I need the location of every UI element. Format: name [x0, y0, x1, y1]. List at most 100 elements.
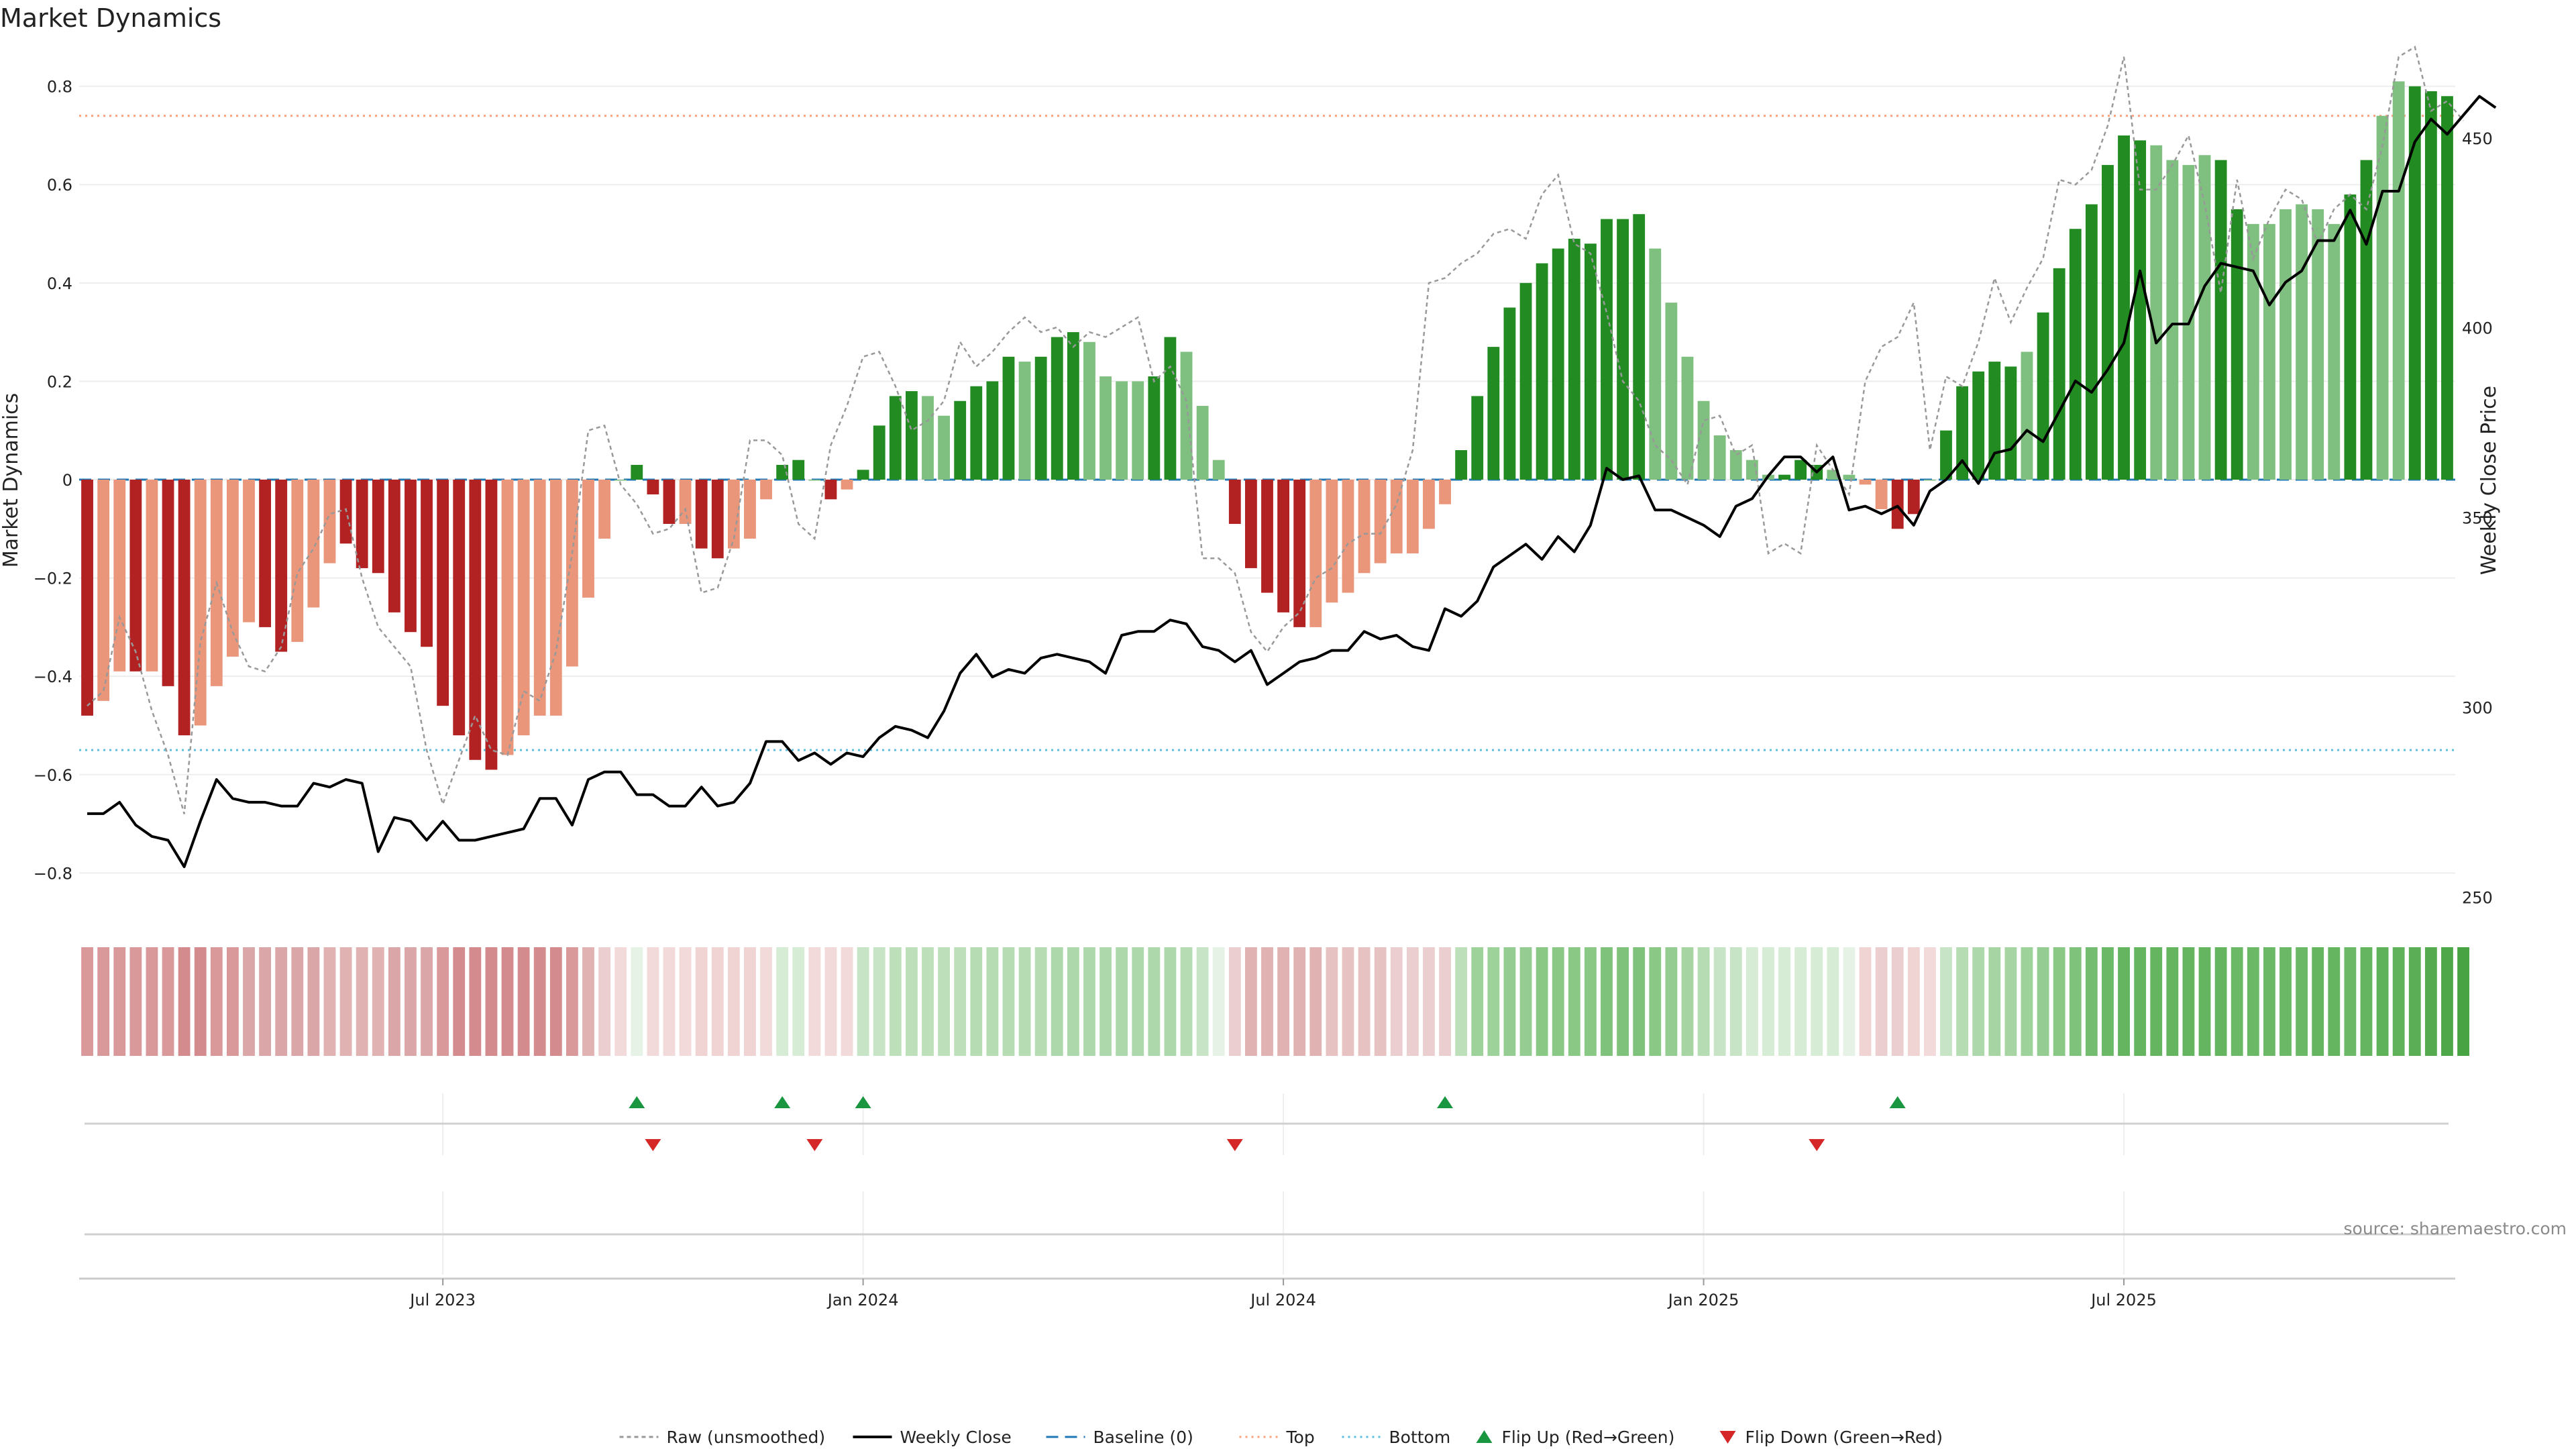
heat-cell: [1002, 947, 1015, 1056]
dynamics-bar: [1212, 460, 1225, 480]
left-tick-label: −0.6: [34, 766, 72, 785]
heat-cell: [905, 947, 918, 1056]
flip-up-marker: [855, 1096, 871, 1108]
heat-cell: [566, 947, 578, 1056]
heat-cell: [2182, 947, 2195, 1056]
heat-cell: [275, 947, 288, 1056]
dynamics-bar: [437, 480, 449, 706]
heat-cell: [2457, 947, 2469, 1056]
dynamics-bars: [81, 81, 2453, 770]
dynamics-bar: [1471, 396, 1484, 480]
dynamics-bar: [808, 480, 821, 481]
dynamics-bar: [1972, 371, 1985, 480]
heat-cell: [1536, 947, 1548, 1056]
right-tick-label: 250: [2462, 888, 2493, 907]
heat-strip: [81, 947, 2469, 1056]
legend-item: Raw (unsmoothed): [619, 1428, 825, 1447]
heat-cell: [1261, 947, 1273, 1056]
heat-cell: [97, 947, 110, 1056]
dynamics-bar: [2296, 204, 2308, 480]
dynamics-bar: [501, 480, 514, 755]
dynamics-bar: [1713, 435, 1726, 480]
flip-down-marker: [645, 1139, 661, 1151]
heat-cell: [2102, 947, 2114, 1056]
heat-cell: [2376, 947, 2389, 1056]
dynamics-bar: [841, 480, 853, 490]
dynamics-bar: [356, 480, 368, 568]
heat-cell: [1988, 947, 2001, 1056]
flip-down-marker: [806, 1139, 823, 1151]
right-tick-label: 400: [2462, 319, 2493, 338]
heat-cell: [2085, 947, 2098, 1056]
heat-cell: [405, 947, 417, 1056]
heat-cell: [1729, 947, 1742, 1056]
dynamics-bar: [1277, 480, 1290, 612]
dynamics-bar: [1923, 480, 1936, 481]
heat-cell: [339, 947, 352, 1056]
dynamics-bar: [421, 480, 433, 647]
dynamics-bar: [711, 480, 724, 559]
dynamics-bar: [129, 480, 142, 672]
heat-cell: [2424, 947, 2437, 1056]
dynamics-bar: [1196, 406, 1209, 480]
dynamics-bar: [1907, 480, 1920, 515]
heat-cell: [824, 947, 837, 1056]
heat-cell: [1067, 947, 1079, 1056]
dynamics-bar: [275, 480, 288, 652]
dynamics-bar: [614, 480, 627, 481]
dynamics-bar: [2328, 223, 2341, 480]
heat-cell: [2344, 947, 2357, 1056]
heat-cell: [437, 947, 449, 1056]
dynamics-bar: [1244, 480, 1257, 568]
dynamics-bar: [1697, 400, 1710, 480]
heat-cell: [922, 947, 934, 1056]
dynamics-bar: [1988, 362, 2001, 480]
heat-cell: [2198, 947, 2211, 1056]
dynamics-bar: [1503, 307, 1516, 480]
dynamics-bar: [97, 480, 110, 701]
heat-cell: [663, 947, 676, 1056]
x-tick-label: Jul 2023: [409, 1291, 476, 1309]
heat-cell: [954, 947, 967, 1056]
dynamics-bar: [695, 480, 708, 549]
dynamics-bar: [663, 480, 676, 524]
dynamics-bar: [2037, 312, 2049, 480]
dynamics-bar: [2408, 86, 2421, 480]
dynamics-bar: [1018, 362, 1031, 480]
heat-cell: [469, 947, 482, 1056]
dynamics-bar: [2118, 135, 2130, 480]
source-note: source: sharemaestro.com: [2344, 1219, 2567, 1238]
dynamics-bar: [1649, 248, 1662, 480]
heat-cell: [938, 947, 951, 1056]
heat-cell: [2392, 947, 2405, 1056]
heat-cell: [1180, 947, 1193, 1056]
left-tick-label: −0.4: [34, 667, 72, 686]
legend-item: Weekly Close: [853, 1428, 1012, 1447]
dynamics-bar: [2279, 209, 2292, 480]
heat-cell: [1309, 947, 1322, 1056]
dynamics-bar: [178, 480, 191, 736]
dynamics-bar: [986, 381, 999, 480]
dynamics-bar: [243, 480, 255, 623]
legend-label: Flip Down (Green→Red): [1746, 1428, 1943, 1447]
dynamics-bar: [2231, 209, 2243, 480]
dynamics-bar: [194, 480, 207, 726]
dynamics-bar: [1875, 480, 1888, 509]
line-series: [87, 46, 2497, 869]
dynamics-bar: [1519, 282, 1532, 480]
heat-cell: [162, 947, 174, 1056]
dynamics-bar: [1083, 341, 1095, 480]
dynamics-bar: [1067, 332, 1079, 480]
dynamics-bar: [2360, 160, 2373, 480]
empty-panel: [85, 1191, 2449, 1275]
dynamics-bar: [1116, 381, 1128, 480]
heat-cell: [1891, 947, 1904, 1056]
heat-cell: [889, 947, 902, 1056]
heat-cell: [2408, 947, 2421, 1056]
dynamics-bar: [2166, 160, 2179, 480]
heat-cell: [2231, 947, 2243, 1056]
heat-cell: [631, 947, 643, 1056]
heat-cell: [146, 947, 158, 1056]
heat-cell: [1601, 947, 1613, 1056]
heat-cell: [1277, 947, 1290, 1056]
